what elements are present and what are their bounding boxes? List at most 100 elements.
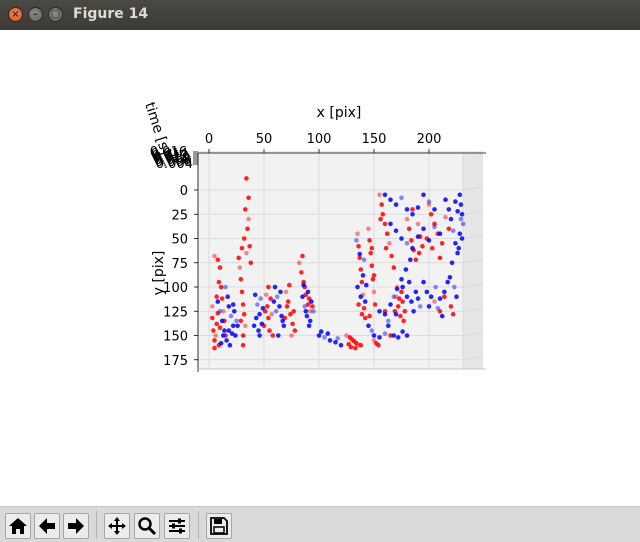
scatter-point: [449, 260, 455, 266]
scatter-point: [400, 329, 405, 334]
zoom-button[interactable]: [134, 513, 160, 539]
scatter-point: [377, 335, 382, 340]
grid-line-y-side: [462, 356, 484, 361]
scatter-point: [415, 296, 421, 301]
scatter-point: [409, 299, 414, 304]
scatter-point: [380, 212, 386, 217]
scatter-point: [288, 311, 293, 317]
forward-button[interactable]: [63, 513, 89, 539]
scatter-point: [458, 216, 464, 222]
scatter-point: [446, 226, 452, 232]
scatter-point: [455, 250, 460, 256]
scatter-point: [276, 333, 281, 338]
scatter-point: [310, 304, 315, 309]
back-button[interactable]: [34, 513, 60, 539]
scatter-point: [415, 205, 421, 210]
scatter-point: [355, 284, 360, 290]
scatter-point: [266, 315, 271, 321]
scatter-point: [280, 318, 286, 324]
y-tick-label: 0: [180, 184, 188, 199]
pan-icon: [108, 517, 126, 535]
scatter-point: [238, 276, 244, 282]
scatter-point: [421, 279, 426, 285]
scatter-point: [284, 304, 290, 309]
x-tick-label: 200: [417, 132, 442, 147]
grid-line-y-side: [462, 210, 484, 215]
scatter-point: [399, 289, 404, 295]
scatter-point: [432, 221, 437, 227]
scatter-point: [393, 228, 399, 233]
home-icon: [9, 518, 27, 534]
scatter-point: [362, 299, 368, 304]
scatter-point: [395, 335, 401, 340]
scatter-point: [221, 333, 226, 338]
plot-canvas[interactable]: 0 50 100 150 200 0 25 50 75 100 125 150 175 0.0040.…: [0, 30, 640, 506]
scatter-point: [399, 195, 404, 201]
scatter-point: [222, 328, 227, 333]
scatter-point: [357, 251, 363, 257]
scatter-point: [252, 292, 258, 298]
scatter-point: [274, 294, 280, 300]
window-close-button[interactable]: ×: [8, 7, 23, 22]
window-maximize-button[interactable]: □: [48, 7, 63, 22]
scatter-point: [455, 209, 460, 214]
scatter-point: [235, 323, 240, 329]
forward-arrow-icon: [68, 518, 84, 534]
close-icon: ×: [11, 9, 20, 20]
home-button[interactable]: [5, 513, 31, 539]
scatter-point: [378, 216, 383, 222]
scatter-point: [359, 311, 365, 317]
scatter-point: [292, 328, 298, 333]
scatter-point: [383, 245, 389, 251]
grid-line-y-side: [462, 235, 484, 239]
scatter-point: [377, 192, 382, 198]
scatter-point: [369, 245, 375, 251]
scatter-point: [452, 284, 457, 290]
grid-line-y-side: [462, 307, 484, 312]
pan-button[interactable]: [104, 513, 130, 539]
scatter-point: [215, 310, 221, 316]
configure-subplots-icon: [169, 518, 185, 534]
scatter-point: [259, 321, 265, 327]
scatter-point: [410, 212, 415, 217]
x-tick-label: 150: [362, 132, 387, 147]
scatter-point: [215, 257, 221, 263]
scatter-point: [454, 294, 459, 300]
scatter-point: [287, 282, 292, 288]
scatter-point: [398, 313, 403, 319]
save-button[interactable]: [206, 513, 232, 539]
scatter-point: [243, 207, 248, 212]
scatter-point: [221, 309, 226, 314]
scatter-point: [303, 309, 309, 314]
scatter-point: [415, 221, 421, 227]
scatter-point: [241, 311, 247, 317]
scatter-point: [388, 197, 393, 202]
z-tick-label: 0.004: [156, 157, 193, 172]
scatter-point: [377, 309, 382, 314]
scatter-point: [236, 255, 241, 261]
scatter-point: [367, 238, 372, 243]
scatter-point: [428, 294, 434, 300]
scatter-point: [426, 199, 432, 204]
scatter-point: [450, 228, 456, 233]
scatter-point: [239, 289, 245, 295]
scatter-point: [362, 315, 368, 321]
scatter-point: [432, 224, 437, 230]
scatter-point: [388, 221, 393, 227]
scatter-point: [437, 231, 443, 236]
scatter-point: [289, 333, 294, 338]
scatter-point: [453, 241, 458, 246]
scatter-point: [443, 197, 448, 202]
scatter-point: [410, 207, 415, 212]
scatter-point: [356, 302, 361, 307]
scatter-point: [240, 342, 246, 348]
window-minimize-button[interactable]: –: [28, 7, 43, 22]
scatter-point: [266, 284, 271, 290]
scatter-point: [256, 328, 261, 333]
scatter-point: [415, 234, 421, 239]
scatter-point: [228, 313, 234, 319]
scatter-point: [371, 273, 377, 278]
scatter-point: [356, 244, 361, 249]
configure-subplots-button[interactable]: [164, 513, 190, 539]
